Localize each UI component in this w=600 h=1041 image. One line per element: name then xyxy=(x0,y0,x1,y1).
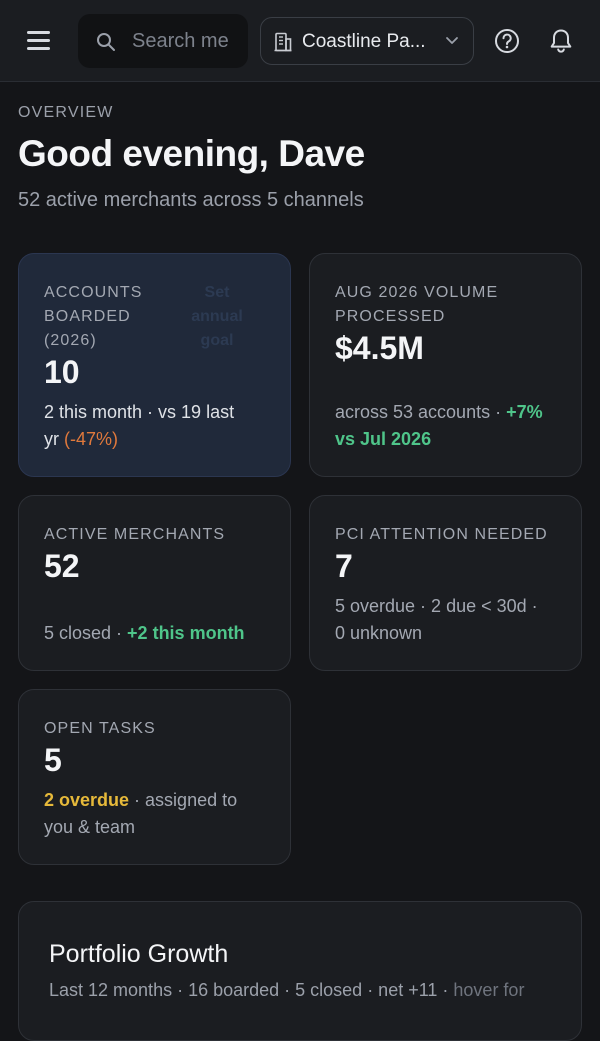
card-value: 52 xyxy=(44,548,80,584)
help-icon[interactable] xyxy=(494,28,520,54)
overview-eyebrow: OVERVIEW xyxy=(18,104,114,121)
page-title: Good evening, Dave xyxy=(18,133,365,174)
change-negative: (-47%) xyxy=(64,429,119,449)
card-value: $4.5M xyxy=(335,330,424,366)
active-merchants-card[interactable]: ACTIVE MERCHANTS 52 5 closed · +2 this m… xyxy=(18,495,291,671)
search-icon xyxy=(97,33,115,51)
card-subtext: 2 this month · vs 19 last yr (-47%) xyxy=(44,402,235,449)
card-subtext: 2 overdue · assigned to you & team xyxy=(44,790,238,837)
menu-icon[interactable] xyxy=(24,28,54,54)
bell-icon[interactable] xyxy=(549,28,573,54)
pci-attention-card[interactable]: PCI ATTENTION NEEDED 7 5 overdue · 2 due… xyxy=(309,495,582,671)
card-subtext: 5 overdue · 2 due < 30d · 0 unknown xyxy=(335,596,538,643)
card-label: ACCOUNTS BOARDED (2026) xyxy=(44,284,143,349)
growth-stats: Last 12 months · 16 boarded · 5 closed ·… xyxy=(49,980,525,1000)
card-value: 5 xyxy=(44,742,62,778)
section-title: Portfolio Growth xyxy=(49,940,229,968)
top-bar: Coastline Pa... xyxy=(0,0,600,82)
set-annual-goal-link[interactable]: Set annual goal xyxy=(191,284,243,349)
card-label: AUG 2026 VOLUME PROCESSED xyxy=(335,284,499,325)
card-value: 10 xyxy=(44,354,80,390)
chevron-down-icon xyxy=(446,37,458,44)
organization-selector[interactable]: Coastline Pa... xyxy=(260,17,474,65)
card-label: OPEN TASKS xyxy=(44,720,156,737)
organization-name: Coastline Pa... xyxy=(302,31,426,52)
building-icon xyxy=(274,32,292,52)
card-subtext: across 53 accounts · +7% vs Jul 2026 xyxy=(335,402,543,449)
card-value: 7 xyxy=(335,548,353,584)
card-subtext: 5 closed · +2 this month xyxy=(44,623,245,643)
volume-processed-card[interactable]: AUG 2026 VOLUME PROCESSED $4.5M across 5… xyxy=(309,253,582,477)
search-input[interactable] xyxy=(132,14,244,68)
accounts-boarded-card[interactable]: ACCOUNTS BOARDED (2026) Set annual goal … xyxy=(18,253,291,477)
page-subtitle: 52 active merchants across 5 channels xyxy=(18,189,364,211)
change-positive: +2 this month xyxy=(127,623,245,643)
portfolio-growth-card: Portfolio Growth Last 12 months · 16 boa… xyxy=(18,901,582,1041)
card-label: PCI ATTENTION NEEDED xyxy=(335,526,548,543)
change-positive: +7% xyxy=(506,402,543,422)
card-label: ACTIVE MERCHANTS xyxy=(44,526,226,543)
search-box[interactable] xyxy=(78,14,248,68)
overdue-count: 2 overdue xyxy=(44,790,130,810)
open-tasks-card[interactable]: OPEN TASKS 5 2 overdue · assigned to you… xyxy=(18,689,291,865)
